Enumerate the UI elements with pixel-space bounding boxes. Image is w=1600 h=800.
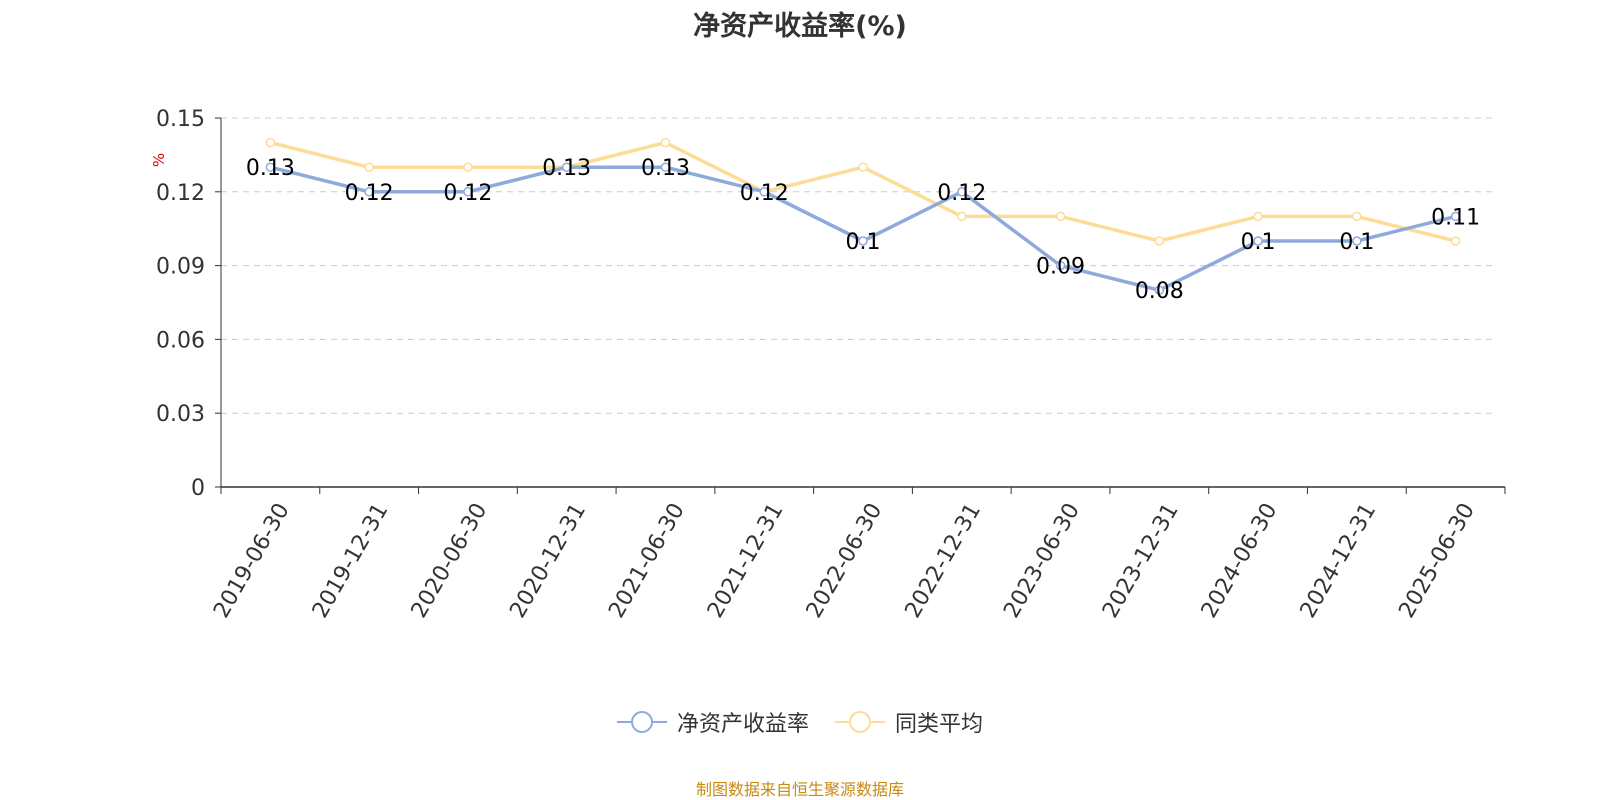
x-tick-label: 2025-06-30	[1394, 499, 1480, 622]
legend-item-peer-average[interactable]: 同类平均	[835, 706, 983, 738]
data-point	[463, 187, 473, 197]
data-label: 0.1	[1339, 230, 1374, 255]
chart-title: 净资产收益率(%)	[693, 11, 907, 42]
data-point	[1352, 236, 1362, 246]
x-tick-label: 2020-12-31	[505, 499, 591, 622]
y-tick-label: 0.03	[156, 402, 205, 427]
x-tick-label: 2023-12-31	[1098, 499, 1184, 622]
x-tick-label: 2019-12-31	[308, 499, 394, 622]
legend-label-peer-average: 同类平均	[895, 712, 984, 737]
y-tick-label: 0.06	[156, 328, 205, 353]
data-point	[660, 137, 671, 148]
data-point	[759, 187, 769, 197]
data-label: 0.13	[641, 156, 690, 181]
data-label: 0.12	[740, 181, 789, 206]
data-point	[463, 162, 473, 172]
y-tick-label: 0.15	[156, 107, 205, 132]
x-tick-label: 2019-06-30	[209, 499, 295, 622]
legend-line-circle-icon	[616, 711, 667, 733]
data-point	[1450, 211, 1461, 222]
data-point	[1055, 260, 1066, 271]
data-point	[1154, 285, 1165, 295]
data-point	[957, 211, 967, 222]
x-tick-label: 2024-12-31	[1296, 499, 1382, 622]
x-tick-label: 2020-06-30	[407, 499, 493, 622]
data-label: 0.12	[937, 181, 986, 206]
data-labels: 0.13 0.12 0.12 0.13 0.13 0.12 0.1 0.12 0.09 0.08 0…	[246, 156, 1480, 304]
x-tick-label: 2021-06-30	[604, 499, 690, 622]
data-label: 0.08	[1135, 279, 1184, 304]
legend: 净资产收益率 同类平均	[0, 706, 1600, 738]
data-point	[1253, 236, 1263, 246]
data-label: 0.1	[846, 230, 881, 255]
data-point	[660, 162, 671, 172]
data-point	[858, 236, 868, 246]
y-tick-label: 0.09	[156, 255, 205, 280]
data-label: 0.09	[1036, 255, 1085, 280]
x-tick-label: 2024-06-30	[1197, 499, 1283, 622]
data-label: 0.12	[345, 181, 394, 206]
x-tick-label: 2022-12-31	[901, 499, 987, 622]
y-tick-label: 0	[191, 476, 205, 501]
source-note: 制图数据来自恒生聚源数据库	[695, 780, 904, 799]
y-axis-unit-label: %	[150, 153, 168, 167]
data-point	[957, 187, 967, 197]
x-tick-label: 2022-06-30	[802, 499, 888, 622]
series-lines	[265, 137, 1461, 295]
data-point	[364, 162, 374, 172]
data-point	[1352, 211, 1362, 222]
data-point	[858, 162, 868, 172]
data-point	[1055, 211, 1066, 222]
data-point	[1154, 236, 1165, 246]
y-tick-label: 0.12	[156, 181, 205, 206]
data-label: 0.12	[443, 181, 492, 206]
data-point	[364, 187, 374, 197]
data-point	[1253, 211, 1263, 222]
legend-label-roe: 净资产收益率	[676, 712, 809, 737]
legend-item-roe[interactable]: 净资产收益率	[616, 706, 809, 738]
data-label: 0.13	[246, 156, 295, 181]
grid-lines	[221, 117, 1497, 414]
legend-line-circle-icon	[835, 711, 885, 733]
x-tick-label: 2023-06-30	[999, 499, 1085, 622]
data-point	[561, 162, 572, 172]
data-label: 0.13	[542, 156, 591, 181]
x-tick-label: 2021-12-31	[703, 499, 789, 622]
data-point	[265, 137, 276, 148]
data-point	[1450, 236, 1461, 246]
data-point	[265, 162, 276, 172]
data-label: 0.11	[1431, 205, 1480, 230]
data-label: 0.1	[1241, 230, 1276, 255]
